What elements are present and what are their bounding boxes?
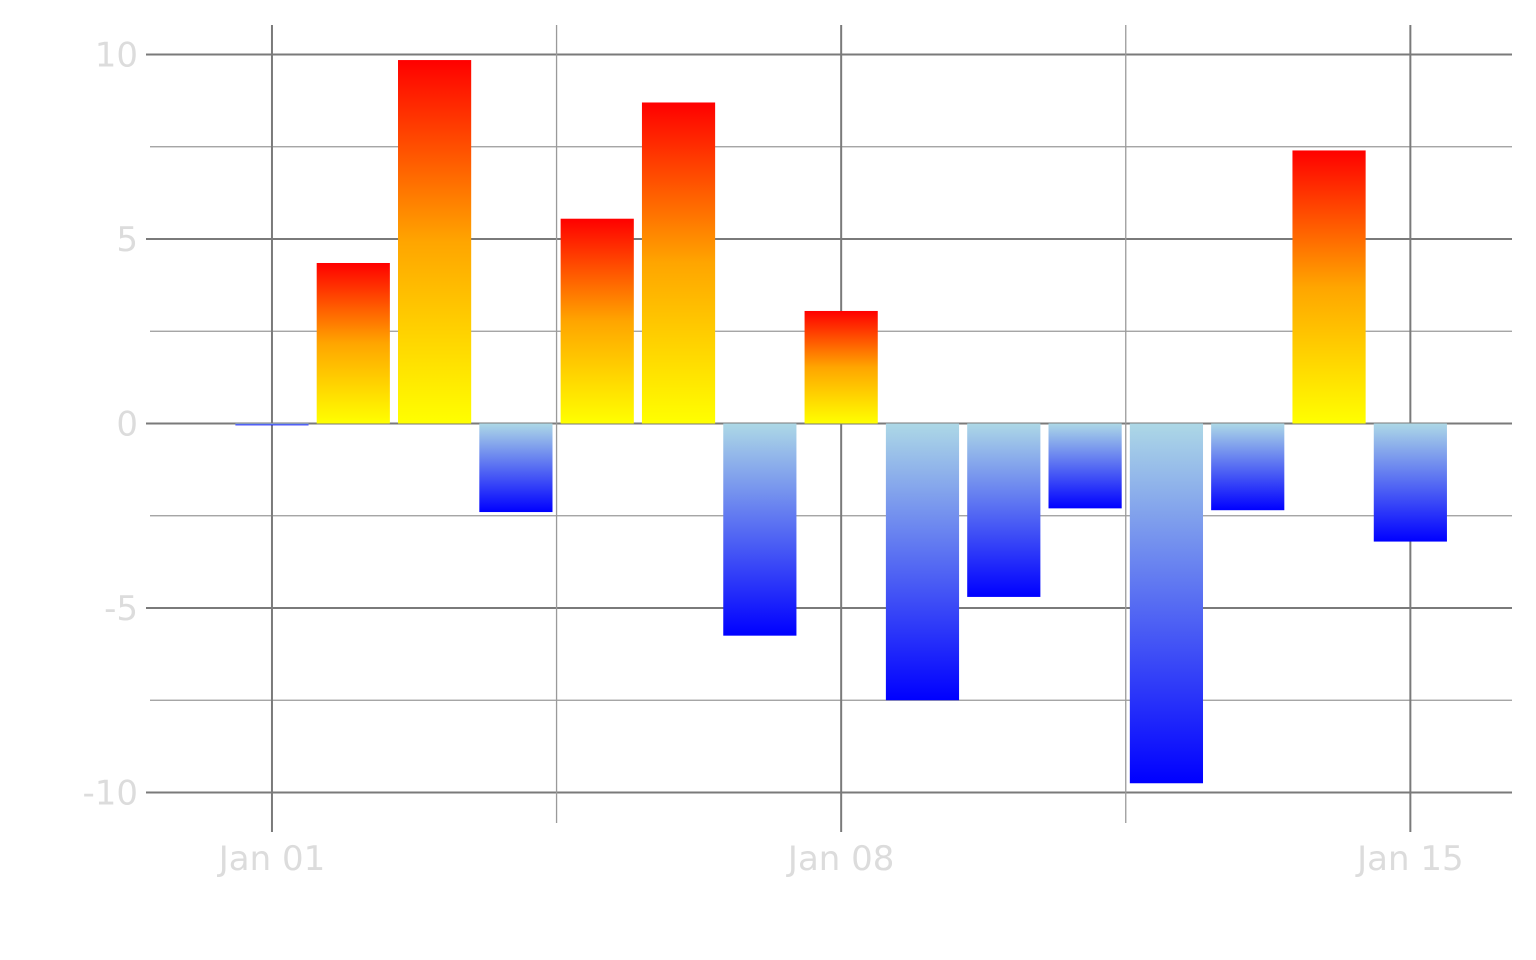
bar-2024-01-07: [723, 423, 797, 636]
bar-2024-01-13: [1211, 423, 1285, 511]
y-tick-label: -10: [82, 773, 138, 813]
bar-2024-01-12: [1129, 423, 1204, 784]
bar-2024-01-03: [398, 60, 472, 424]
bar-2024-01-15: [1373, 423, 1447, 542]
x-tick-label: Jan 15: [1355, 839, 1463, 879]
y-tick-label: -5: [104, 589, 138, 629]
bar-2024-01-10: [967, 423, 1041, 597]
bar-2024-01-09: [885, 423, 960, 701]
bars: [235, 60, 1447, 784]
bar-2024-01-08: [804, 310, 878, 424]
tick-labels: 10 5 0 -5 -10 Jan 01 Jan 08 Jan 15: [82, 36, 1463, 879]
bar-2024-01-14: [1292, 150, 1366, 424]
x-tick-label: Jan 08: [786, 839, 894, 879]
bar-2024-01-11: [1048, 423, 1122, 509]
bar-2024-01-04: [479, 423, 553, 513]
y-tick-label: 0: [116, 405, 138, 445]
bar-2024-01-05: [560, 218, 634, 424]
bar-2024-01-02: [316, 262, 390, 424]
y-tick-label: 10: [95, 36, 138, 76]
axis-ticks: [146, 53, 1412, 832]
x-tick-label: Jan 01: [217, 839, 325, 879]
bar-2024-01-01: [235, 423, 309, 426]
y-tick-label: 5: [116, 220, 138, 260]
bar-2024-01-06: [641, 102, 716, 424]
